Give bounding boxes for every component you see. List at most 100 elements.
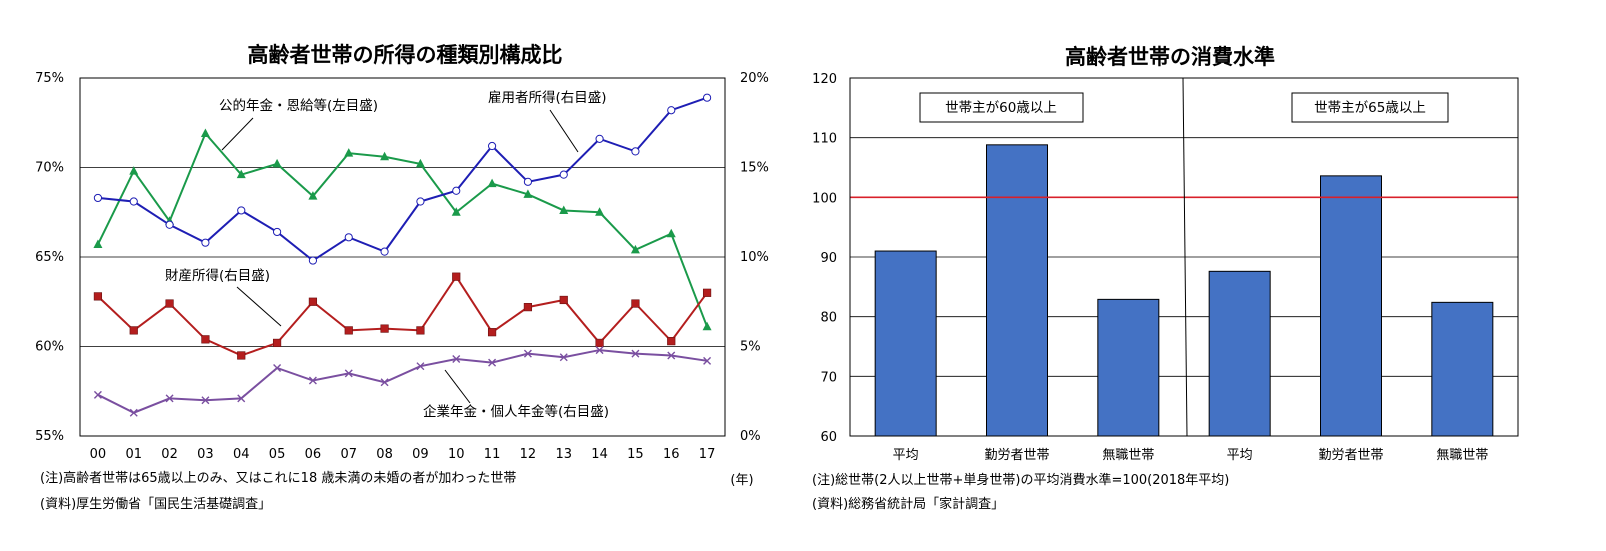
triangle-marker [129,166,139,175]
group-label-65-text: 世帯主が65歳以上 [1314,100,1426,116]
x-marker [488,358,497,367]
chart1-x-tick-label: 12 [520,447,537,462]
x-marker [93,390,102,399]
square-marker [487,328,497,337]
chart2-note: (注)総世帯(2人以上世帯+単身世帯)の平均消費水準=100(2018年平均) [812,472,1229,488]
circle-marker [237,206,246,215]
annotation-property-income: 財産所得(右目盛) [165,267,270,284]
circle-marker [416,197,425,206]
chart1-plot-area [79,77,726,437]
square-marker [380,324,389,333]
circle-marker [272,227,282,237]
bar [986,144,1048,437]
circle-marker [380,247,389,256]
series-line-3 [97,349,708,414]
chart1-left-tick-label: 75% [35,71,64,86]
chart2-x-tick-label: 平均 [1227,448,1253,463]
square-marker [631,299,640,308]
chart2-y-tick-label: 60 [820,430,837,445]
circle-marker [165,220,174,229]
annotation-public-pension: 公的年金・恩給等(左目盛) [219,97,378,114]
chart1-x-tick-label: 06 [305,447,322,462]
bar [1097,298,1160,437]
group-divider [1182,77,1188,437]
annotation-public-pension-leader [221,117,254,151]
chart1-x-tick-label: 02 [161,447,178,462]
triangle-marker [344,148,354,157]
square-marker [595,338,604,348]
x-marker [523,349,532,358]
triangle-marker [523,189,533,198]
circle-marker [344,233,353,242]
chart1-series [93,93,712,417]
triangle-marker [559,205,569,214]
square-marker [344,326,353,335]
chart1-x-tick-label: 15 [627,447,644,462]
chart2-source: (資料)総務省統計局「家計調査」 [812,496,1004,512]
triangle-marker [702,321,712,331]
x-marker [559,353,568,362]
annotation-employee-income: 雇用者所得(右目盛) [488,89,607,106]
triangle-marker [487,178,497,188]
chart1-right-tick-label: 15% [740,161,769,176]
circle-marker [487,141,497,151]
chart1-left-axis: 55% 60% 65% 70% 75% [35,71,64,444]
group-label-65: 世帯主が65歳以上 [1291,92,1449,123]
triangle-marker [236,169,246,179]
chart2-y-tick-label: 90 [820,251,837,266]
triangle-marker [93,239,103,248]
consumption-level-chart: 高齢者世帯の消費水準 60 70 80 90 100 110 120 平均 勤労者世帯 無職世帯… [812,45,1519,512]
triangle-marker [308,191,318,200]
circle-marker [93,193,103,203]
chart1-right-tick-label: 5% [740,340,761,355]
square-marker [702,288,712,297]
circle-marker [308,256,318,265]
bar [1208,270,1271,437]
square-marker [667,337,676,346]
x-marker [237,394,246,403]
chart2-y-axis: 60 70 80 90 100 110 120 [812,72,837,445]
triangle-marker [666,228,676,238]
chart1-title: 高齢者世帯の所得の種類別構成比 [248,43,563,67]
chart1-x-tick-label: 09 [412,447,429,462]
circle-marker [452,186,461,195]
chart2-y-tick-label: 120 [812,72,837,87]
chart1-note: (注)高齢者世帯は65歳以上のみ、又はこれに18 歳未満の未婚の者が加わった世帯 [40,470,516,486]
group-label-60: 世帯主が60歳以上 [919,92,1084,123]
x-marker [201,396,210,405]
square-marker [129,326,138,335]
income-composition-chart: 高齢者世帯の所得の種類別構成比 55% 60% 65% 70% 75% 0% 5% 10% 1… [35,43,769,512]
square-marker [416,326,425,335]
triangle-marker [630,244,640,254]
chart1-right-axis: 0% 5% 10% 15% 20% [740,71,769,444]
chart2-x-tick-label: 勤労者世帯 [984,448,1049,463]
series-line-1 [97,96,708,262]
triangle-marker [451,207,461,216]
x-marker [273,363,282,372]
chart1-x-tick-label: 07 [340,447,357,462]
triangle-marker [415,158,425,168]
x-marker [308,376,317,385]
chart1-x-tick-label: 11 [484,447,501,462]
chart2-y-tick-label: 70 [820,370,837,385]
x-marker [703,356,712,365]
triangle-marker [380,151,390,161]
square-marker [93,292,103,301]
square-marker [237,351,246,360]
chart1-x-tick-label: 13 [555,447,572,462]
chart1-x-tick-label: 10 [448,447,465,462]
chart2-y-tick-label: 110 [812,132,837,147]
chart1-left-tick-label: 65% [35,250,64,265]
chart2-plot-area [849,77,1519,437]
annotation-property-income-leader [236,286,282,327]
chart1-x-tick-label: 03 [197,447,214,462]
square-marker [201,335,210,344]
chart1-x-tick-label: 14 [591,447,608,462]
x-marker [165,394,174,403]
square-marker [272,338,282,348]
x-marker [380,378,389,387]
chart1-x-tick-label: 16 [663,447,680,462]
chart1-right-tick-label: 20% [740,71,769,86]
annotation-employee-income-leader [549,109,579,153]
